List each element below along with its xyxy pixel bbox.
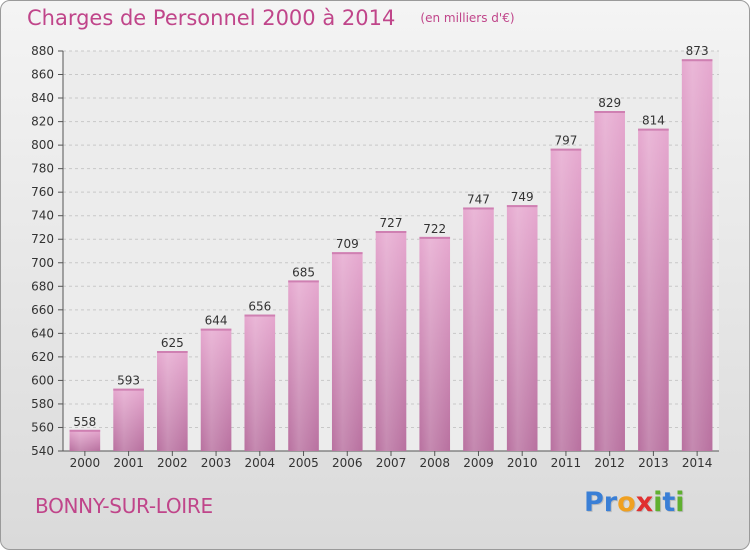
logo-letter: x [635,487,654,518]
bar-highlight [594,111,625,451]
axes: 540 560 580 600 620 640 660 680 700 720 740 760 780 8… [31,44,719,470]
x-tick-label: 2009 [463,456,494,470]
bar-value-label: 722 [423,222,446,236]
bar-highlight [550,148,582,451]
bar-top-edge [113,388,144,391]
y-tick-label: 740 [31,209,54,223]
bar-value-label: 749 [511,190,534,204]
bar-highlight [69,429,101,451]
x-tick-label: 2008 [419,456,450,470]
chart-header: Charges de Personnel 2000 à 2014 (en mil… [27,6,515,30]
bar-top-edge [681,59,713,62]
bar-top-edge [638,128,669,131]
bar-top-edge [506,205,538,208]
location-name: BONNY-SUR-LOIRE [35,494,213,518]
y-tick-label: 580 [31,397,54,411]
bar-highlight [375,231,407,451]
x-tick-label: 2000 [70,456,101,470]
bar-highlight [200,328,232,451]
bar-highlight [157,351,188,451]
y-tick-label: 780 [31,162,54,176]
y-tick-label: 560 [31,420,54,434]
bar-highlight [506,205,538,451]
bar-top-edge [288,280,319,283]
y-tick-label: 700 [31,256,54,270]
y-tick-label: 660 [31,303,54,317]
bar-highlight [419,236,451,451]
y-tick-label: 820 [31,115,54,129]
bar-highlight [288,280,319,451]
bar-top-edge [419,236,451,239]
x-tick-label: 2010 [507,456,538,470]
y-tick-label: 540 [31,444,54,458]
bar-top-edge [550,148,582,151]
logo-letter: t [662,487,676,518]
logo-letter: r [603,487,618,518]
y-tick-label: 880 [31,44,54,58]
x-tick-label: 2005 [288,456,319,470]
bar-top-edge [463,207,494,210]
data-labels: 558 593 625 644 656 685 709 727 722 747 749 797 829 8… [73,44,708,429]
bar-value-label: 709 [336,237,359,251]
bar-value-label: 685 [292,265,315,279]
bar-top-edge [331,252,363,255]
proxiti-logo: Proxiti [584,487,685,518]
y-tick-label: 760 [31,185,54,199]
bar-top-edge [200,328,232,331]
bar-highlight [113,388,144,451]
bar-value-label: 797 [554,134,577,148]
bar-value-label: 656 [248,300,271,314]
y-tick-label: 600 [31,373,54,387]
bar-value-label: 829 [598,96,621,110]
y-tick-label: 860 [31,68,54,82]
chart-title: Charges de Personnel 2000 à 2014 [27,6,396,30]
bar-value-label: 873 [686,44,709,58]
chart-subtitle: (en milliers d'€) [420,11,515,25]
bar-top-edge [244,314,276,317]
bar-highlight [463,207,494,451]
bar-highlight [331,252,363,451]
x-tick-label: 2011 [551,456,582,470]
bar-value-label: 644 [205,314,228,328]
y-tick-label: 840 [31,91,54,105]
y-tick-label: 720 [31,232,54,246]
bar-top-edge [69,429,101,432]
bar-value-label: 814 [642,114,665,128]
x-tick-label: 2007 [376,456,407,470]
bars [69,59,713,452]
y-tick-label: 800 [31,138,54,152]
x-tick-label: 2012 [594,456,625,470]
bar-value-label: 747 [467,192,490,206]
bar-top-edge [375,231,407,233]
bar-top-edge [594,111,625,113]
x-tick-label: 2004 [245,456,276,470]
bar-value-label: 558 [73,415,96,429]
y-tick-label: 640 [31,326,54,340]
x-tick-label: 2014 [682,456,713,470]
bar-highlight [244,314,276,451]
bar-highlight [681,59,713,452]
x-tick-label: 2006 [332,456,363,470]
bar-value-label: 593 [117,374,140,388]
bar-top-edge [157,351,188,353]
x-tick-label: 2003 [201,456,232,470]
y-tick-label: 620 [31,350,54,364]
bar-value-label: 625 [161,336,184,350]
x-tick-label: 2001 [113,456,144,470]
x-tick-label: 2002 [157,456,188,470]
bar-highlight [638,128,669,451]
logo-letter: o [617,487,636,518]
y-tick-label: 680 [31,279,54,293]
logo-letter: i [675,487,685,518]
logo-letter: P [584,487,604,518]
bar-value-label: 727 [380,216,403,230]
x-tick-label: 2013 [638,456,669,470]
logo-letter: i [653,487,663,518]
